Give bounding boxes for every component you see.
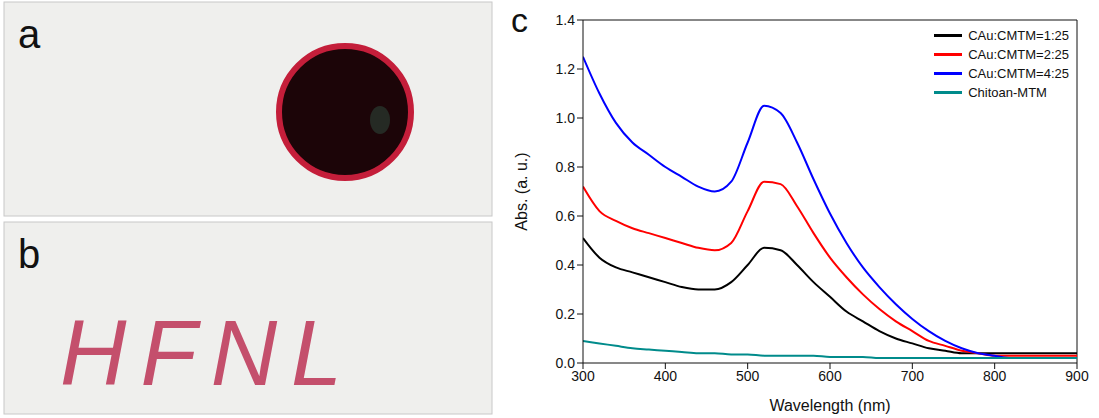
svg-text:700: 700 [901, 368, 925, 384]
svg-text:HFNL: HFNL [60, 302, 356, 404]
svg-text:Wavelength (nm): Wavelength (nm) [769, 397, 890, 414]
html-text:Chitoan-MTM: Chitoan-MTM [968, 85, 1047, 100]
html-text:CAu:CMTM=1:25: CAu:CMTM=1:25 [968, 28, 1069, 43]
svg-text:500: 500 [736, 368, 760, 384]
svg-text:0.6: 0.6 [556, 208, 576, 224]
svg-text:800: 800 [983, 368, 1007, 384]
svg-text:0.4: 0.4 [556, 257, 576, 273]
svg-text:600: 600 [818, 368, 842, 384]
svg-text:0.2: 0.2 [556, 306, 576, 322]
svg-text:900: 900 [1065, 368, 1089, 384]
svg-text:Abs. (a. u.): Abs. (a. u.) [513, 152, 530, 230]
html-text:c: c [511, 1, 528, 39]
svg-text:1.2: 1.2 [556, 61, 576, 77]
svg-text:a: a [18, 12, 41, 56]
html-text:CAu:CMTM=4:25: CAu:CMTM=4:25 [968, 66, 1069, 81]
svg-text:400: 400 [654, 368, 678, 384]
svg-text:0.0: 0.0 [556, 355, 576, 371]
svg-text:1.0: 1.0 [556, 110, 576, 126]
svg-text:0.8: 0.8 [556, 159, 576, 175]
html-text:CAu:CMTM=2:25: CAu:CMTM=2:25 [968, 47, 1069, 62]
svg-text:1.4: 1.4 [556, 12, 576, 28]
svg-text:b: b [18, 232, 40, 276]
svg-text:300: 300 [571, 367, 595, 384]
